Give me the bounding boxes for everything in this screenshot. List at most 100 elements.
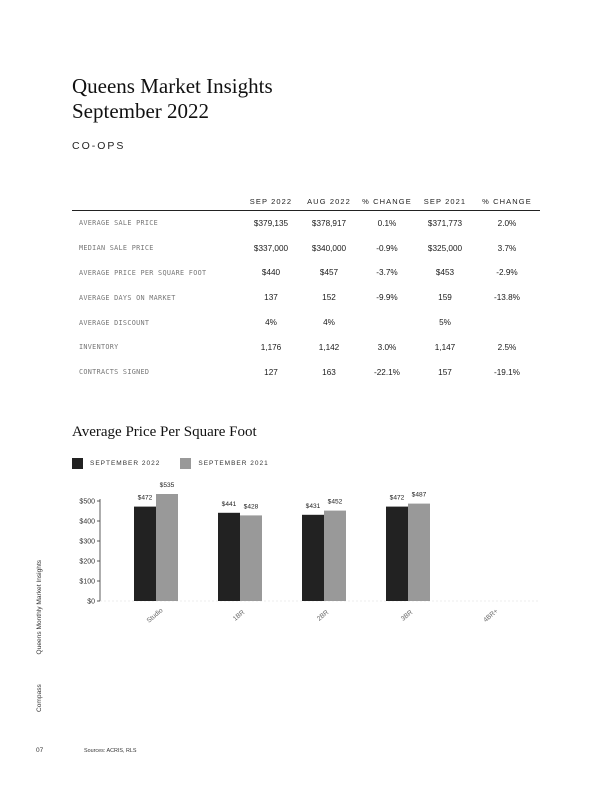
chart-title: Average Price Per Square Foot — [72, 424, 257, 440]
table-cell: $378,917 — [311, 218, 347, 228]
table-cell: -19.1% — [494, 367, 520, 377]
legend-swatch — [72, 458, 83, 469]
table-cell: 3.0% — [377, 342, 397, 352]
table-cell: $457 — [319, 268, 339, 278]
table-cell: -3.7% — [376, 268, 398, 278]
table-cell: 4% — [265, 318, 277, 328]
bar — [302, 514, 324, 601]
table-row: AVERAGE SALE PRICE $379,135 $378,917 0.1… — [72, 211, 540, 236]
table-cell: $325,000 — [427, 243, 463, 253]
metrics-table: SEP 2022 AUG 2022 % CHANGE SEP 2021 % CH… — [72, 192, 540, 385]
row-label: AVERAGE PRICE PER SQUARE FOOT — [79, 268, 207, 277]
table-cell: 5% — [439, 318, 451, 328]
x-tick-label: 2BR — [316, 609, 331, 623]
x-tick-label: 1BR — [232, 609, 247, 623]
y-tick-label: $500 — [79, 499, 95, 506]
legend-label: SEPTEMBER 2021 — [198, 460, 269, 467]
section-heading: CO-OPS — [72, 140, 126, 152]
table-cell: 1,142 — [318, 342, 340, 352]
table-cell: -0.9% — [376, 243, 398, 253]
side-label-brand: Compass — [36, 684, 43, 712]
table-cell — [474, 310, 540, 335]
table-cell: $340,000 — [311, 243, 347, 253]
side-label-title: Queens Monthly Market Insights — [36, 559, 43, 655]
bar — [240, 515, 262, 601]
x-tick-label: 4BR+ — [482, 608, 499, 624]
column-header: SEP 2021 — [416, 192, 474, 211]
bar — [324, 510, 346, 601]
bar — [408, 503, 430, 601]
table-cell: -2.9% — [496, 268, 518, 278]
table-row: INVENTORY 1,176 1,142 3.0% 1,147 2.5% — [72, 335, 540, 360]
column-header: % CHANGE — [474, 192, 540, 211]
page-title: Queens Market Insights September 2022 — [72, 74, 273, 124]
row-label: MEDIAN SALE PRICE — [79, 244, 154, 253]
table-row: AVERAGE DAYS ON MARKET 137 152 -9.9% 159… — [72, 285, 540, 310]
legend-label: SEPTEMBER 2022 — [90, 460, 161, 467]
table-cell: 0.1% — [377, 218, 397, 228]
table-cell: $453 — [435, 268, 455, 278]
page-title-line-2: September 2022 — [72, 99, 210, 123]
sources-note: Sources: ACRIS, RLS — [84, 748, 137, 754]
row-label: AVERAGE DISCOUNT — [79, 318, 150, 327]
table-cell: $337,000 — [253, 243, 289, 253]
table-cell: 127 — [264, 367, 278, 377]
column-header — [72, 192, 242, 211]
legend-item-sep-2021: SEPTEMBER 2021 — [180, 458, 268, 469]
table-cell: -9.9% — [376, 293, 398, 303]
column-header: AUG 2022 — [300, 192, 358, 211]
legend-item-sep-2022: SEPTEMBER 2022 — [72, 458, 160, 469]
table-header-row: SEP 2022 AUG 2022 % CHANGE SEP 2021 % CH… — [72, 192, 540, 211]
table-cell: 1,176 — [260, 342, 282, 352]
bar — [156, 494, 178, 601]
table-row: MEDIAN SALE PRICE $337,000 $340,000 -0.9… — [72, 236, 540, 261]
y-tick-label: $300 — [79, 539, 95, 546]
chart-legend: SEPTEMBER 2022 SEPTEMBER 2021 — [72, 458, 289, 469]
bar-value-label: $472 — [138, 495, 153, 502]
y-tick-label: $100 — [79, 579, 95, 586]
table-row: AVERAGE DISCOUNT 4% 4% 5% — [72, 310, 540, 335]
table-cell: -13.8% — [494, 293, 520, 303]
column-header: % CHANGE — [358, 192, 416, 211]
x-tick-label: Studio — [146, 607, 165, 625]
bar-value-label: $487 — [412, 492, 427, 499]
y-tick-label: $400 — [79, 519, 95, 526]
table-cell: 137 — [264, 293, 278, 303]
y-tick-label: $200 — [79, 559, 95, 566]
table-cell: 152 — [322, 293, 336, 303]
table-cell — [358, 310, 416, 335]
bar — [386, 506, 408, 601]
table-cell: 1,147 — [434, 342, 456, 352]
table-row: AVERAGE PRICE PER SQUARE FOOT $440 $457 … — [72, 261, 540, 286]
bar-chart: $0 $100 $200 $300 $400 $500 $472 $535 Studio $441… — [79, 482, 540, 625]
table-cell: 2.0% — [497, 218, 517, 228]
bar-value-label: $452 — [328, 499, 343, 506]
table-cell: 3.7% — [497, 243, 517, 253]
bar — [134, 506, 156, 601]
page-number: 07 — [36, 747, 44, 754]
table-row: CONTRACTS SIGNED 127 163 -22.1% 157 -19.… — [72, 360, 540, 385]
table-cell: $440 — [261, 268, 281, 278]
bar-value-label: $535 — [160, 482, 175, 489]
row-label: AVERAGE DAYS ON MARKET — [79, 293, 176, 302]
table-cell: 4% — [323, 318, 335, 328]
table-cell: $379,135 — [253, 218, 289, 228]
legend-swatch — [180, 458, 192, 469]
page-title-line-1: Queens Market Insights — [72, 74, 273, 98]
bar-value-label: $431 — [306, 503, 321, 510]
row-label: AVERAGE SALE PRICE — [79, 219, 159, 228]
row-label: INVENTORY — [79, 343, 119, 352]
table-cell: $371,773 — [427, 218, 463, 228]
table-cell: 159 — [438, 293, 452, 303]
bar-value-label: $472 — [390, 495, 405, 502]
table-cell: -22.1% — [374, 367, 400, 377]
table-cell: 2.5% — [497, 342, 517, 352]
y-tick-label: $0 — [87, 599, 95, 606]
bar-value-label: $428 — [244, 503, 259, 510]
table-cell: 163 — [322, 367, 336, 377]
column-header: SEP 2022 — [242, 192, 300, 211]
table-cell: 157 — [438, 367, 452, 377]
bar-value-label: $441 — [222, 501, 237, 508]
x-tick-label: 3BR — [400, 609, 415, 623]
bar — [218, 512, 240, 601]
